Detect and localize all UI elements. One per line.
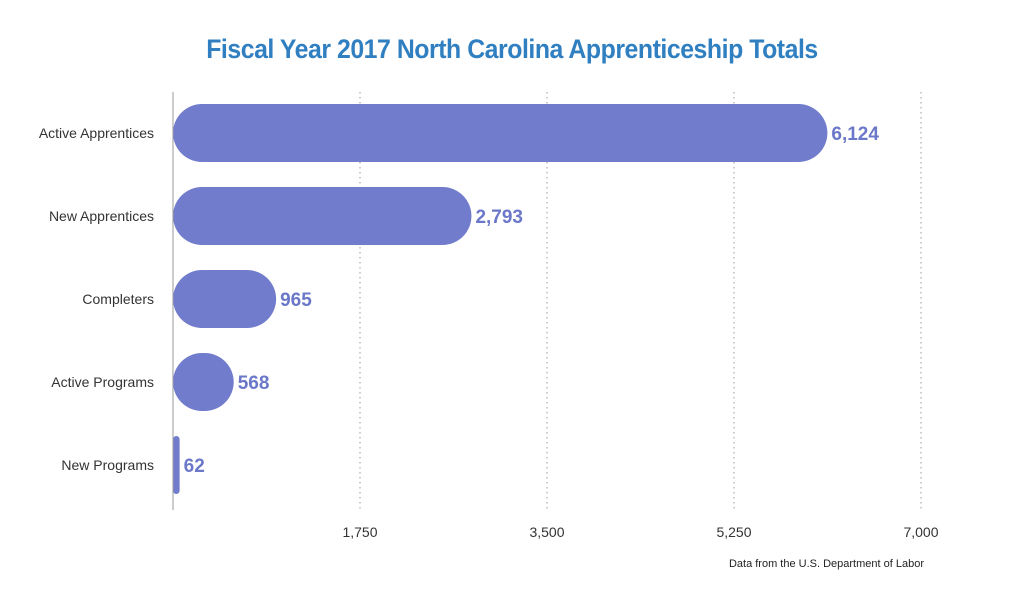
source-note: Data from the U.S. Department of Labor bbox=[728, 558, 924, 570]
bar bbox=[173, 187, 472, 245]
bar bbox=[173, 104, 828, 162]
bar bbox=[173, 353, 234, 411]
chart-title: Fiscal Year 2017 North Carolina Apprenti… bbox=[206, 34, 818, 64]
tick-label: 5,250 bbox=[716, 524, 751, 540]
category-label: New Apprentices bbox=[49, 208, 154, 224]
value-labels: 6,124 2,793 965 568 62 bbox=[184, 124, 880, 477]
tick-label: 1,750 bbox=[342, 524, 377, 540]
value-label: 568 bbox=[238, 373, 270, 394]
bar bbox=[173, 270, 277, 328]
value-label: 2,793 bbox=[475, 207, 523, 228]
value-label: 62 bbox=[184, 456, 205, 477]
category-labels: Active Apprentices New Apprentices Complet… bbox=[39, 125, 154, 473]
tick-label: 7,000 bbox=[903, 524, 938, 540]
category-label: Active Programs bbox=[51, 374, 154, 390]
category-label: Active Apprentices bbox=[39, 125, 154, 141]
tick-label: 3,500 bbox=[529, 524, 564, 540]
value-label: 6,124 bbox=[831, 124, 879, 145]
value-label: 965 bbox=[280, 290, 312, 311]
category-label: New Programs bbox=[61, 457, 154, 473]
category-label: Completers bbox=[82, 291, 154, 307]
bar bbox=[173, 436, 180, 494]
bars bbox=[173, 104, 828, 494]
tick-labels: 1,750 3,500 5,250 7,000 bbox=[342, 524, 938, 540]
